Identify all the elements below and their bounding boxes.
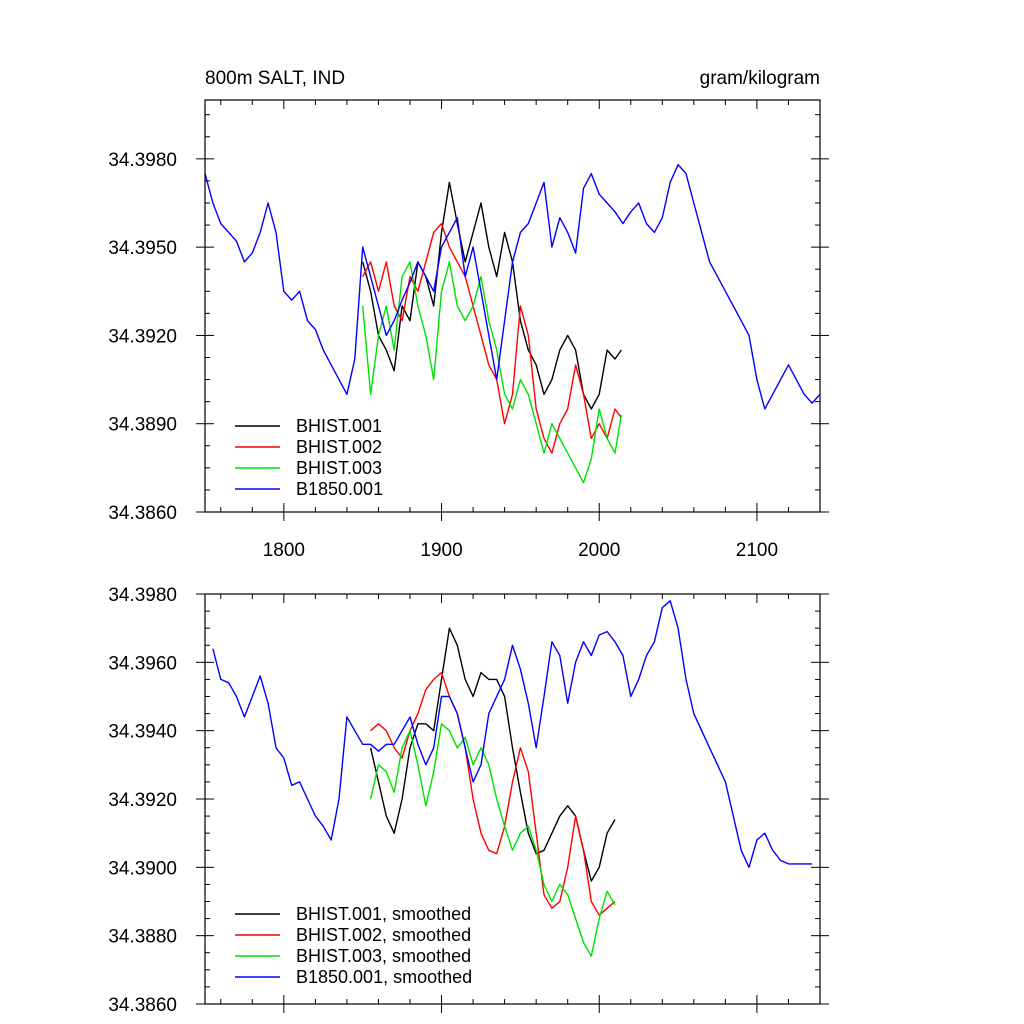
bottom-series-line-4 [212, 600, 813, 868]
top-y-tick-label: 34.3950 [108, 238, 177, 259]
top-y-tick-label: 34.3920 [108, 326, 177, 347]
top-legend-label: BHIST.001 [296, 416, 382, 436]
top-legend-label: B1850.001 [296, 479, 383, 499]
top-panel: 800m SALT, IND gram/kilogram 1800 1900 200… [108, 68, 829, 561]
bottom-legend-label: B1850.001, smoothed [296, 967, 472, 987]
top-y-tick-label: 34.3890 [108, 415, 177, 436]
top-series-lines [204, 163, 821, 484]
bottom-series-line-3 [369, 723, 616, 957]
top-series-line-3 [362, 261, 622, 484]
top-y-tick-label: 34.3980 [108, 150, 177, 171]
top-series-line-1 [362, 181, 622, 410]
top-x-tick-label: 2100 [736, 540, 778, 561]
top-y-tick-label: 34.3860 [108, 503, 177, 524]
chart-title-right: gram/kilogram [700, 68, 820, 89]
bottom-series-line-2 [370, 671, 616, 916]
bottom-legend-label: BHIST.003, smoothed [296, 946, 471, 966]
top-x-tick-label: 1800 [263, 540, 305, 561]
top-x-tick-label: 2000 [578, 540, 620, 561]
bottom-axes: 34.3860 34.3880 34.3900 34.3920 34.3940 34.39… [108, 585, 829, 1016]
top-legend-label: BHIST.003 [296, 458, 382, 478]
bottom-y-tick-label: 34.3960 [108, 653, 177, 674]
top-x-tick-label: 1900 [420, 540, 462, 561]
bottom-panel: 34.3860 34.3880 34.3900 34.3920 34.3940 34.39… [108, 585, 829, 1016]
top-plot-frame [204, 99, 821, 513]
bottom-series-lines [212, 600, 813, 957]
bottom-legend-label: BHIST.002, smoothed [296, 925, 471, 945]
bottom-y-tick-label: 34.3880 [108, 927, 177, 948]
top-legend-label: BHIST.002 [296, 437, 382, 457]
bottom-y-tick-label: 34.3980 [108, 585, 177, 606]
bottom-y-tick-label: 34.3860 [108, 995, 177, 1016]
top-series-line-2 [362, 222, 622, 454]
bottom-y-tick-label: 34.3920 [108, 790, 177, 811]
bottom-series-line-1 [369, 627, 616, 882]
chart-title-left: 800m SALT, IND [205, 68, 345, 89]
bottom-y-tick-label: 34.3940 [108, 722, 177, 743]
top-axes: 1800 1900 2000 2100 34.3860 34.3890 34.3920 34.… [108, 99, 829, 561]
bottom-y-tick-label: 34.3900 [108, 858, 177, 879]
bottom-legend-label: BHIST.001, smoothed [296, 904, 471, 924]
top-series-line-4 [204, 163, 821, 410]
